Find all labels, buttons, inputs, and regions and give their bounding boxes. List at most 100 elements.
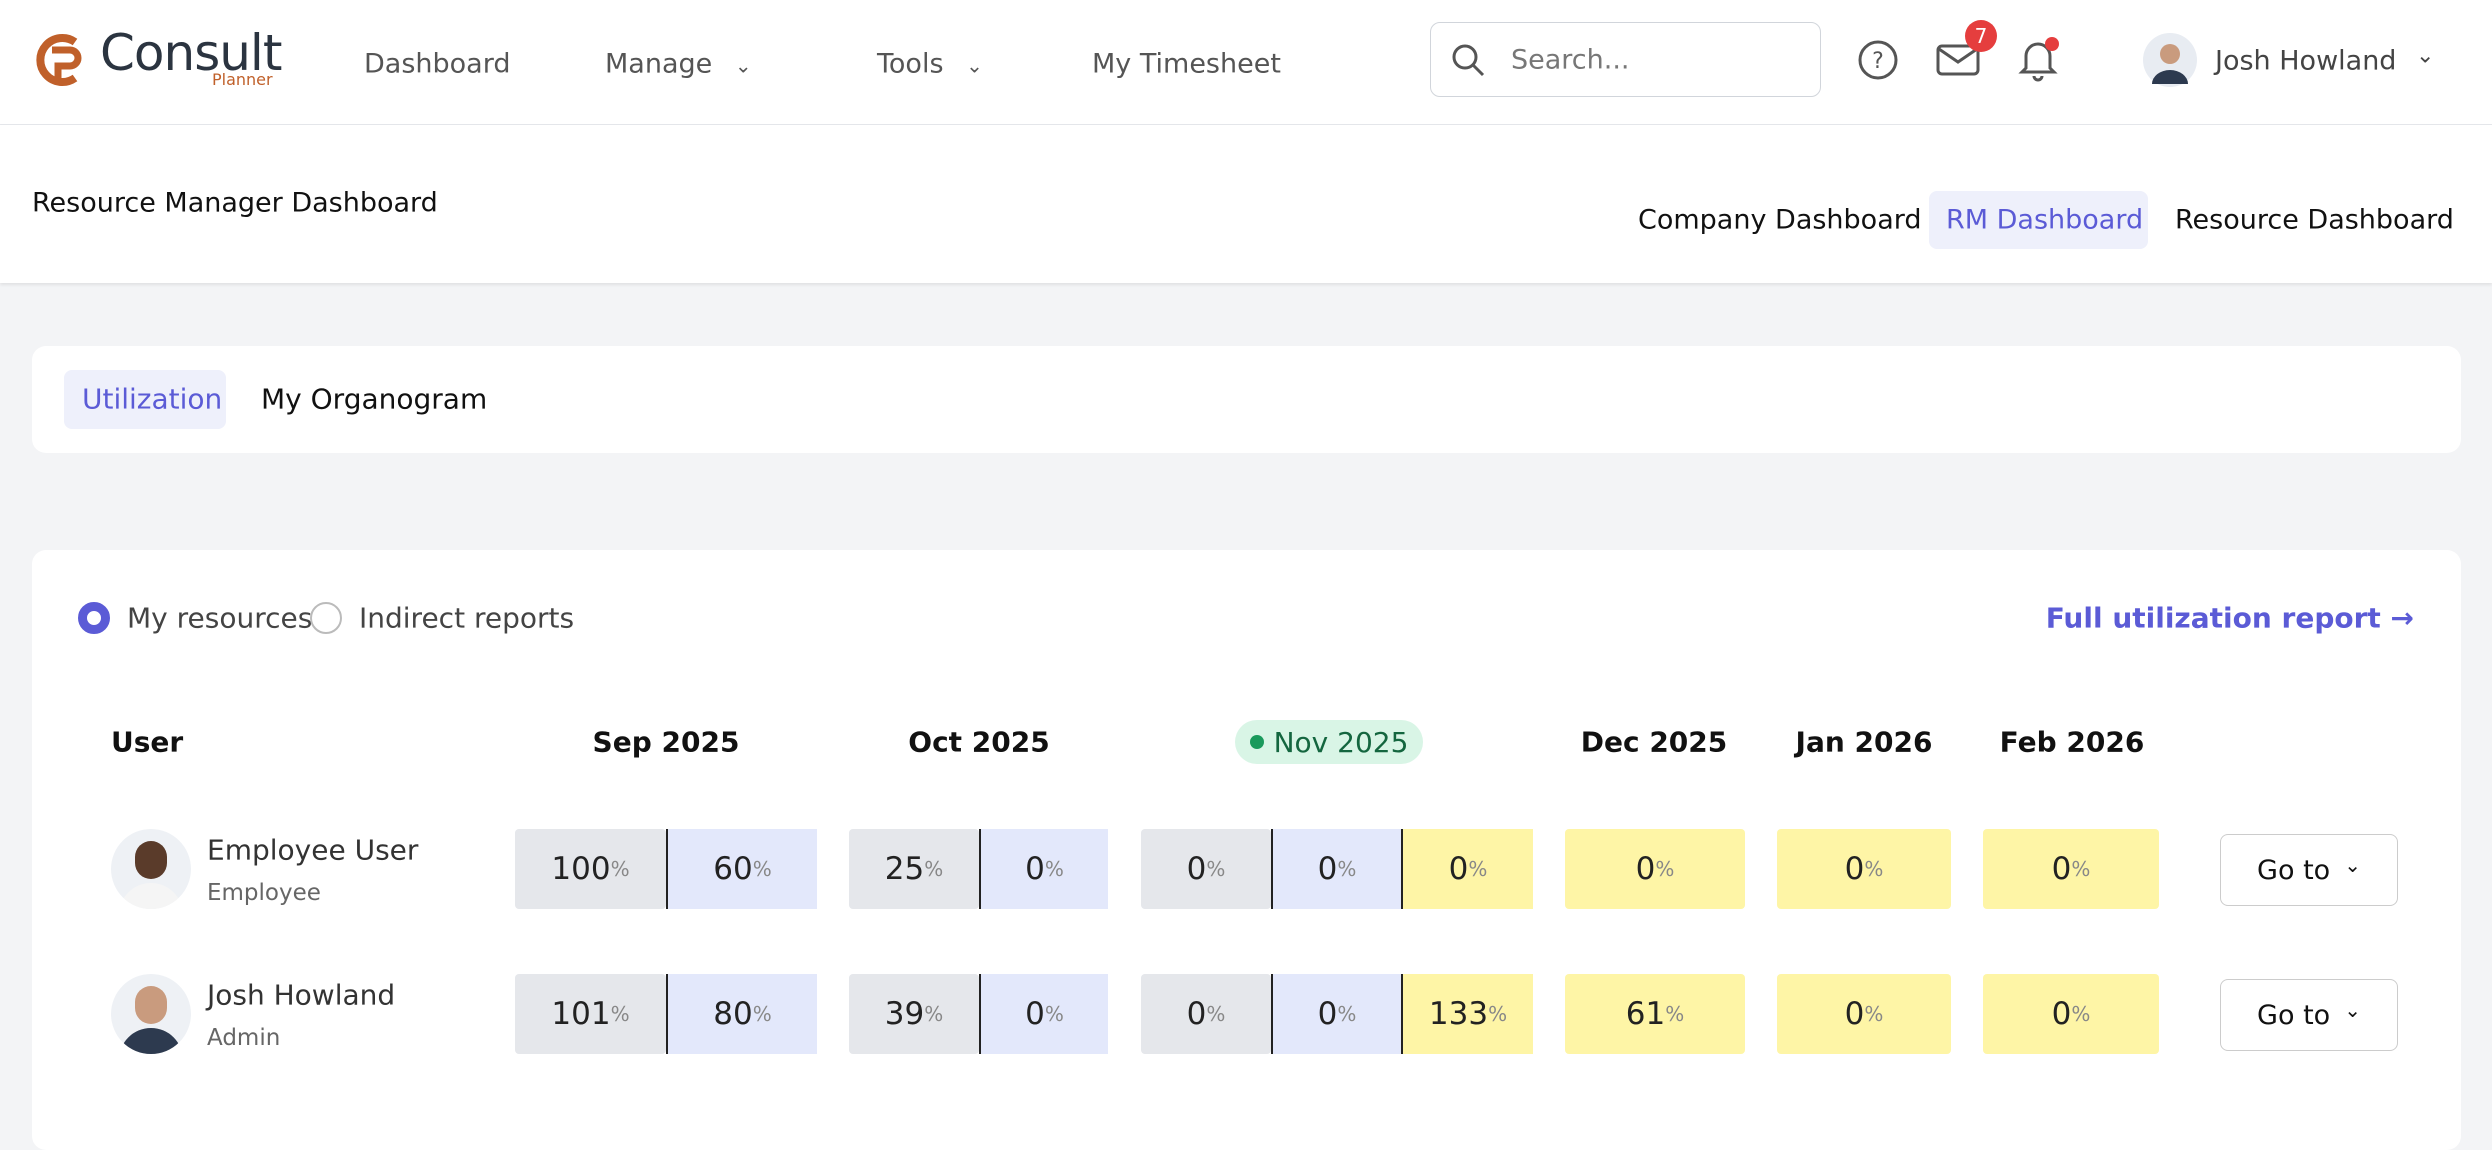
dashboard-tab[interactable]: Company Dashboard (1638, 204, 1922, 236)
bell-icon[interactable] (2016, 34, 2062, 82)
avatar-head (135, 986, 167, 1024)
utilization-cell: 0% (1141, 974, 1271, 1054)
utilization-cell: 0% (1271, 829, 1401, 909)
utilization-unit: % (1206, 857, 1226, 881)
utilization-unit: % (1044, 1002, 1064, 1026)
search-icon (1452, 44, 1485, 77)
nav-item[interactable]: My Timesheet (1092, 48, 1281, 80)
employee-name: Employee User (207, 833, 419, 867)
nav-item[interactable]: Dashboard (364, 48, 511, 80)
utilization-card: My resources Indirect reports Full utiliza… (32, 550, 2461, 1150)
utilization-value: 0 (1317, 851, 1338, 887)
sub-header: Resource Manager Dashboard Company Dashb… (0, 125, 2492, 283)
search-placeholder: Search... (1511, 44, 1630, 76)
month-header: Nov 2025 (1273, 725, 1409, 759)
view-tab[interactable]: Utilization (82, 382, 223, 416)
utilization-value: 60 (713, 851, 753, 887)
employee-avatar (111, 829, 191, 909)
column-header: User (111, 725, 184, 759)
utilization-value: 101 (551, 996, 611, 1032)
utilization-value: 39 (884, 996, 925, 1032)
nav-item[interactable]: Tools ⌄ (877, 48, 983, 80)
month-header: Feb 2026 (1999, 725, 2145, 759)
utilization-cell: 0% (1983, 829, 2159, 909)
utilization-cell: 0% (1141, 829, 1271, 909)
utilization-unit: % (1337, 1002, 1357, 1026)
goto-label: Go to (2257, 854, 2331, 886)
utilization-cell: 0% (1983, 974, 2159, 1054)
utilization-value: 0 (1844, 996, 1865, 1032)
filter-label[interactable]: My resources (127, 601, 313, 635)
employee-name: Josh Howland (207, 978, 396, 1012)
utilization-unit: % (1655, 857, 1675, 881)
utilization-unit: % (1206, 1002, 1226, 1026)
employee-role: Employee (207, 880, 321, 906)
goto-chevron: ⌄ (2344, 998, 2361, 1022)
utilization-cell: 0% (1777, 974, 1951, 1054)
utilization-value: 80 (713, 996, 753, 1032)
utilization-cell: 133% (1401, 974, 1533, 1054)
radio[interactable] (310, 602, 342, 634)
user-name[interactable]: Josh Howland (2215, 45, 2397, 77)
tab-highlight (1929, 191, 2148, 249)
goto-chevron: ⌄ (2344, 853, 2361, 877)
utilization-value: 0 (1317, 996, 1338, 1032)
month-header: Sep 2025 (592, 725, 740, 759)
utilization-cell: 0% (1271, 974, 1401, 1054)
utilization-unit: % (1044, 857, 1064, 881)
utilization-unit: % (1864, 857, 1884, 881)
goto-label: Go to (2257, 999, 2331, 1031)
utilization-value: 61 (1625, 996, 1666, 1032)
utilization-value: 0 (2051, 851, 2072, 887)
avatar-body (119, 1028, 183, 1054)
mail-icon[interactable] (1936, 42, 1982, 78)
utilization-value: 0 (1448, 851, 1469, 887)
utilization-cell: 100% (515, 829, 666, 909)
utilization-unit: % (610, 857, 630, 881)
utilization-unit: % (2071, 857, 2091, 881)
utilization-value: 133 (1428, 996, 1489, 1032)
utilization-value: 0 (1186, 851, 1207, 887)
help-icon[interactable]: ? (1856, 38, 1900, 82)
dashboard-tab[interactable]: Resource Dashboard (2175, 204, 2454, 236)
radio[interactable] (78, 602, 110, 634)
utilization-unit: % (1864, 1002, 1884, 1026)
month-header: Jan 2026 (1795, 725, 1933, 759)
utilization-cell: 0% (1565, 829, 1745, 909)
utilization-unit: % (1488, 1002, 1508, 1026)
dashboard-tab[interactable]: RM Dashboard (1946, 204, 2144, 236)
page-title: Resource Manager Dashboard (32, 187, 438, 219)
avatar-head (135, 841, 167, 879)
filter-label[interactable]: Indirect reports (359, 601, 575, 635)
month-header: Dec 2025 (1580, 725, 1728, 759)
nav-item[interactable]: Manage ⌄ (605, 48, 752, 80)
utilization-value: 100 (551, 851, 611, 887)
utilization-cell: 0% (1777, 829, 1951, 909)
utilization-value: 0 (1025, 851, 1045, 887)
utilization-cell: 25% (849, 829, 979, 909)
utilization-cell: 0% (979, 974, 1108, 1054)
utilization-value: 0 (2051, 996, 2072, 1032)
utilization-value: 0 (1844, 851, 1865, 887)
utilization-unit: % (1665, 1002, 1685, 1026)
goto-button[interactable]: Go to ⌄ (2220, 834, 2398, 906)
goto-button[interactable]: Go to ⌄ (2220, 979, 2398, 1051)
report-link[interactable]: Full utilization report → (2045, 601, 2414, 635)
logo-icon (36, 34, 82, 86)
current-month-pill: Nov 2025 (1235, 720, 1423, 764)
utilization-value: 0 (1025, 996, 1045, 1032)
view-tab[interactable]: My Organogram (261, 382, 488, 416)
user-avatar[interactable] (2142, 32, 2198, 88)
avatar-body (119, 883, 183, 909)
utilization-value: 0 (1635, 851, 1656, 887)
utilization-unit: % (924, 857, 944, 881)
utilization-unit: % (610, 1002, 630, 1026)
utilization-cell: 61% (1565, 974, 1745, 1054)
utilization-cell: 80% (666, 974, 817, 1054)
search-box[interactable]: Search... (1430, 22, 1821, 97)
user-chevron[interactable]: ⌄ (2416, 43, 2435, 69)
mail-badge: 7 (1965, 20, 1997, 52)
utilization-cell: 39% (849, 974, 979, 1054)
utilization-value: 0 (1186, 996, 1207, 1032)
